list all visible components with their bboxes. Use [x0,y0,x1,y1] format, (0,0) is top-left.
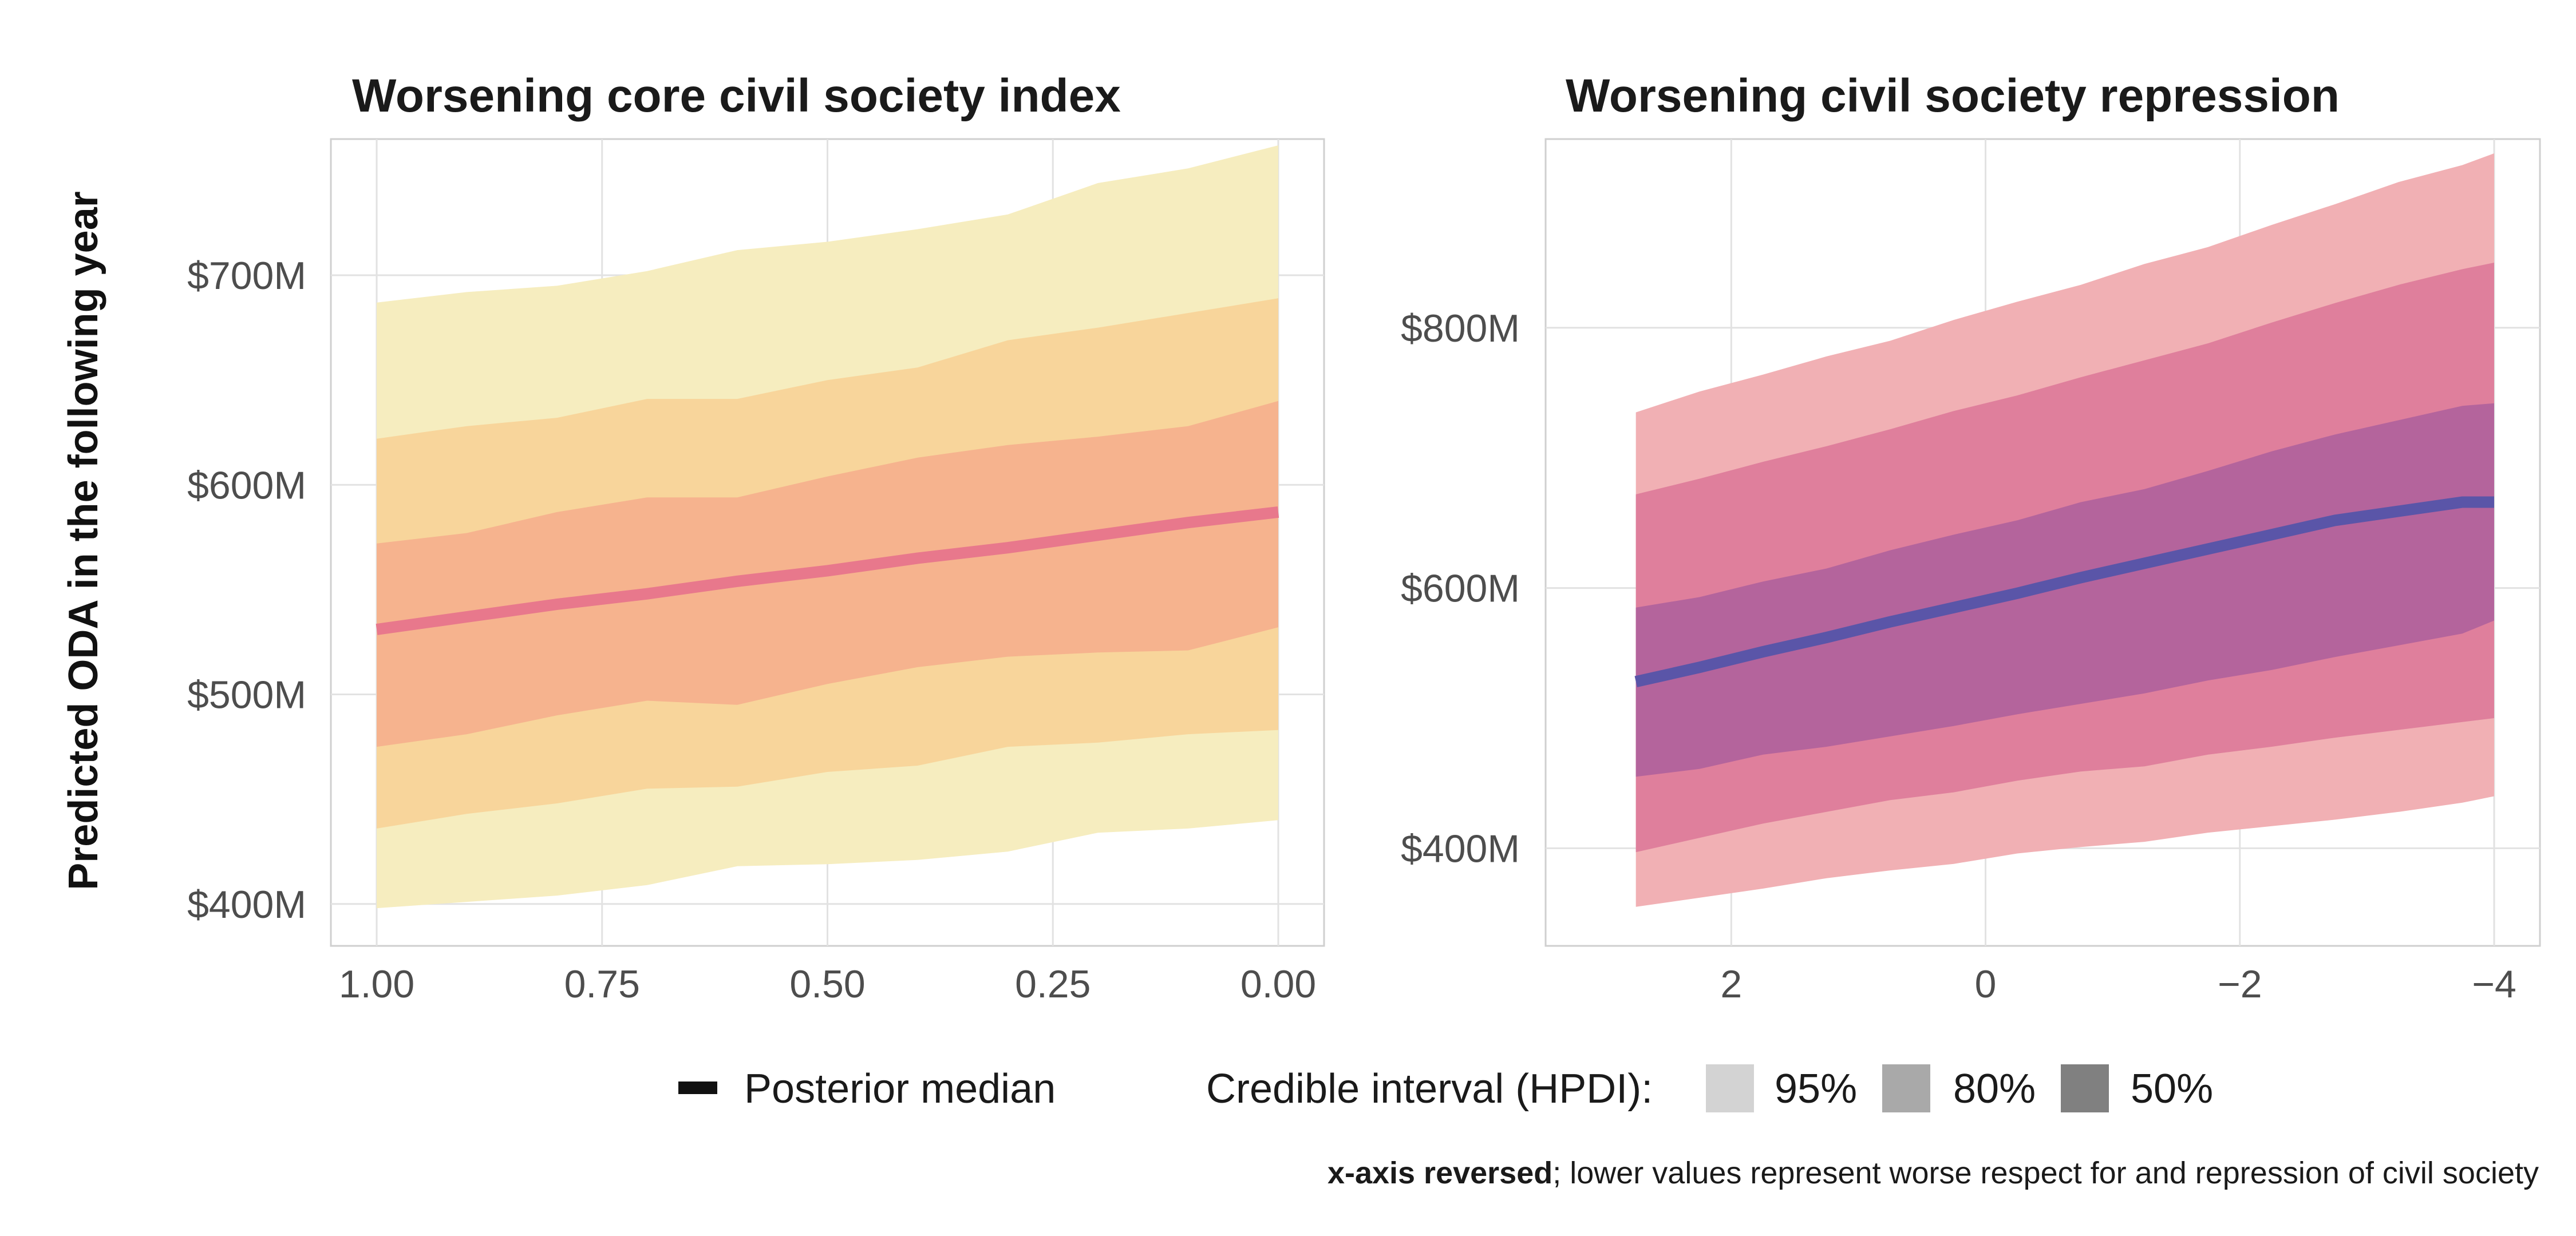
median-line [376,506,1279,635]
x-tick-label: 0.00 [1240,962,1316,1006]
x-tick-label: 1.00 [339,962,414,1006]
y-tick-label: $600M [1401,567,1520,611]
legend-label-80: 80% [1953,1066,2036,1112]
panel-left-title: Worsening core civil society index [352,70,1121,122]
panel-left-x-ticks: 1.00 0.75 0.50 0.25 0.00 [339,962,1316,1006]
band-50 [1635,403,2494,777]
legend: Posterior median Credible interval (HPDI… [678,1064,2213,1112]
legend-swatch-95 [1706,1064,1754,1112]
panel-right-bands [1635,153,2494,907]
legend-swatch-80 [1882,1064,1930,1112]
panel-right-x-ticks: 2 0 −2 −4 [1720,962,2516,1006]
y-tick-label: $400M [187,883,306,926]
panel-right-y-ticks: $400M $600M $800M [1401,307,1520,871]
x-tick-label: −2 [2218,962,2262,1006]
panel-left-median [376,506,1279,635]
x-tick-label: 0 [1975,962,1997,1006]
median-line [1634,496,2494,688]
panel-left: Worsening core civil society index $400M… [187,70,1325,1006]
legend-label-50: 50% [2131,1066,2213,1112]
y-axis-label: Predicted ODA in the following year [61,191,106,890]
y-tick-label: $700M [187,254,306,298]
panel-right-title: Worsening civil society repression [1566,70,2340,122]
legend-median-swatch [678,1082,717,1094]
y-tick-label: $500M [187,674,306,717]
panel-right: Worsening civil society repression $400M… [1401,70,2541,1006]
panel-right-frame [1544,138,2541,947]
caption-bold: x-axis reversed [1327,1156,1552,1190]
legend-swatch-50 [2061,1064,2109,1112]
x-tick-label: −4 [2472,962,2516,1006]
panel-right-median [1634,496,2494,688]
x-tick-label: 0.25 [1015,962,1091,1006]
legend-interval-title: Credible interval (HPDI): [1206,1066,1653,1112]
x-tick-label: 0.50 [789,962,865,1006]
y-tick-label: $600M [187,464,306,507]
x-tick-label: 2 [1720,962,1742,1006]
panel-left-y-ticks: $400M $500M $600M $700M [187,254,306,926]
caption: x-axis reversed; lower values represent … [1327,1156,2539,1190]
y-tick-label: $800M [1401,307,1520,350]
legend-label-95: 95% [1775,1066,1857,1112]
caption-rest: ; lower values represent worse respect f… [1552,1156,2539,1190]
y-tick-label: $400M [1401,827,1520,870]
legend-median-label: Posterior median [744,1066,1056,1112]
x-tick-label: 0.75 [564,962,640,1006]
